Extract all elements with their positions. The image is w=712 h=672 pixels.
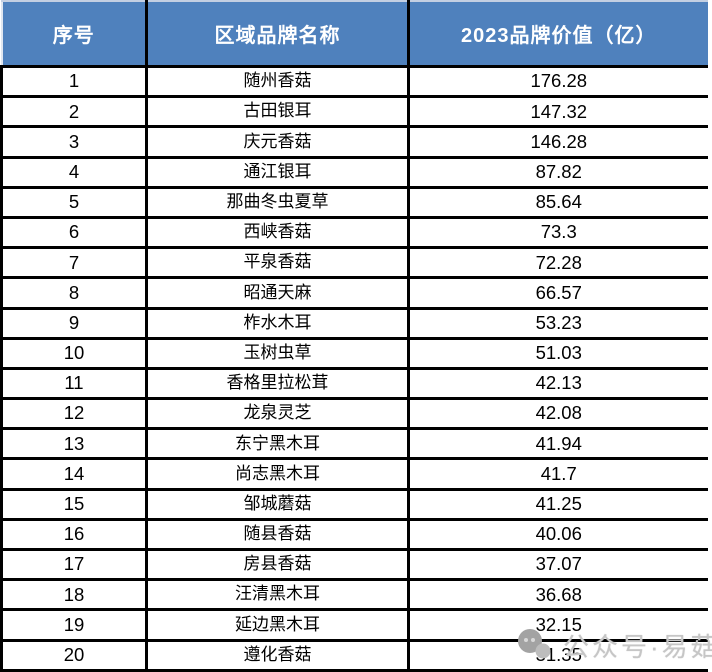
- row-rank: 19: [0, 608, 148, 642]
- header-row: 序号 区域品牌名称 2023品牌价值（亿）: [0, 0, 708, 68]
- table-row: 7 平泉香菇 72.28: [0, 246, 708, 280]
- table-row: 15 邹城蘑菇 41.25: [0, 487, 708, 521]
- row-brand-name: 古田银耳: [145, 95, 410, 129]
- row-brand-name: 房县香菇: [145, 547, 410, 582]
- row-rank: 13: [0, 427, 148, 461]
- row-brand-value: 36.68: [407, 578, 708, 612]
- row-brand-value: 72.28: [407, 246, 708, 280]
- row-rank: 3: [0, 125, 148, 159]
- header-brand: 区域品牌名称: [145, 0, 410, 68]
- row-brand-value: 41.94: [407, 427, 708, 461]
- table-row: 5 那曲冬虫夏草 85.64: [0, 185, 708, 219]
- row-rank: 15: [0, 487, 148, 521]
- row-rank: 16: [0, 517, 148, 552]
- table-row: 4 通江银耳 87.82: [0, 155, 708, 189]
- row-rank: 8: [0, 276, 148, 310]
- row-brand-name: 随州香菇: [145, 64, 410, 99]
- row-rank: 17: [0, 547, 148, 582]
- row-brand-name: 香格里拉松茸: [145, 366, 410, 401]
- row-brand-name: 昭通天麻: [145, 276, 410, 310]
- row-brand-name: 随县香菇: [145, 517, 410, 552]
- table-row: 3 庆元香菇 146.28: [0, 125, 708, 159]
- row-rank: 4: [0, 155, 148, 189]
- row-rank: 1: [0, 64, 148, 99]
- row-brand-value: 31.35: [407, 638, 708, 672]
- row-rank: 6: [0, 215, 148, 250]
- table-row: 19 延边黑木耳 32.15: [0, 608, 708, 642]
- row-brand-name: 延边黑木耳: [145, 608, 410, 642]
- row-brand-name: 柞水木耳: [145, 306, 410, 340]
- row-brand-name: 遵化香菇: [145, 638, 410, 672]
- row-brand-value: 147.32: [407, 95, 708, 129]
- row-brand-name: 庆元香菇: [145, 125, 410, 159]
- row-brand-value: 66.57: [407, 276, 708, 310]
- table-row: 10 玉树虫草 51.03: [0, 336, 708, 370]
- table-row: 2 古田银耳 147.32: [0, 95, 708, 129]
- row-brand-value: 32.15: [407, 608, 708, 642]
- row-brand-name: 西峡香菇: [145, 215, 410, 250]
- row-brand-name: 那曲冬虫夏草: [145, 185, 410, 219]
- row-brand-value: 42.08: [407, 397, 708, 431]
- row-rank: 5: [0, 185, 148, 219]
- row-rank: 12: [0, 397, 148, 431]
- table-row: 11 香格里拉松茸 42.13: [0, 366, 708, 401]
- table-row: 16 随县香菇 40.06: [0, 517, 708, 552]
- table-row: 9 柞水木耳 53.23: [0, 306, 708, 340]
- row-brand-value: 87.82: [407, 155, 708, 189]
- row-brand-value: 73.3: [407, 215, 708, 250]
- table-body: 1 随州香菇 176.28 2 古田银耳 147.32 3 庆元香菇 146.28 4 通江银耳 87…: [0, 64, 708, 672]
- row-brand-value: 40.06: [407, 517, 708, 552]
- table-row: 12 龙泉灵芝 42.08: [0, 397, 708, 431]
- row-brand-name: 通江银耳: [145, 155, 410, 189]
- row-rank: 9: [0, 306, 148, 340]
- row-brand-value: 85.64: [407, 185, 708, 219]
- row-brand-value: 41.7: [407, 457, 708, 491]
- table-row: 17 房县香菇 37.07: [0, 547, 708, 582]
- row-rank: 14: [0, 457, 148, 491]
- row-rank: 7: [0, 246, 148, 280]
- row-brand-name: 平泉香菇: [145, 246, 410, 280]
- header-rank: 序号: [0, 0, 148, 68]
- row-brand-name: 汪清黑木耳: [145, 578, 410, 612]
- row-brand-name: 东宁黑木耳: [145, 427, 410, 461]
- row-brand-value: 41.25: [407, 487, 708, 521]
- table-header: 序号 区域品牌名称 2023品牌价值（亿）: [0, 0, 708, 68]
- table-row: 8 昭通天麻 66.57: [0, 276, 708, 310]
- table-row: 1 随州香菇 176.28: [0, 64, 708, 99]
- row-brand-name: 尚志黑木耳: [145, 457, 410, 491]
- row-rank: 2: [0, 95, 148, 129]
- row-brand-name: 玉树虫草: [145, 336, 410, 370]
- row-brand-value: 42.13: [407, 366, 708, 401]
- header-value: 2023品牌价值（亿）: [407, 0, 708, 68]
- row-brand-value: 176.28: [407, 64, 708, 99]
- row-rank: 10: [0, 336, 148, 370]
- row-brand-name: 龙泉灵芝: [145, 397, 410, 431]
- row-brand-value: 53.23: [407, 306, 708, 340]
- row-rank: 18: [0, 578, 148, 612]
- row-brand-value: 51.03: [407, 336, 708, 370]
- row-brand-value: 37.07: [407, 547, 708, 582]
- row-rank: 11: [0, 366, 148, 401]
- row-brand-value: 146.28: [407, 125, 708, 159]
- table-row: 13 东宁黑木耳 41.94: [0, 427, 708, 461]
- row-brand-name: 邹城蘑菇: [145, 487, 410, 521]
- row-rank: 20: [0, 638, 148, 672]
- table-row: 20 遵化香菇 31.35: [0, 638, 708, 672]
- table-row: 14 尚志黑木耳 41.7: [0, 457, 708, 491]
- table-row: 18 汪清黑木耳 36.68: [0, 578, 708, 612]
- table-row: 6 西峡香菇 73.3: [0, 215, 708, 250]
